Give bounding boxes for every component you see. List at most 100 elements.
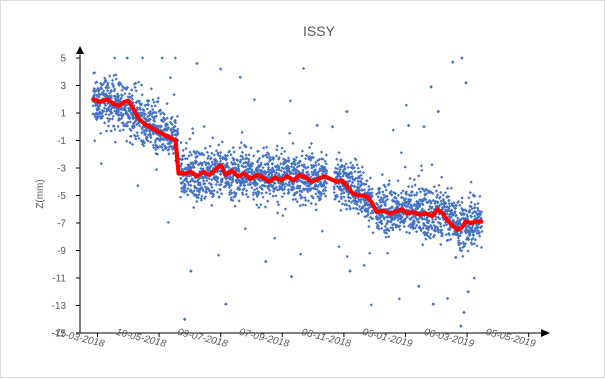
scatter-point [418,210,422,214]
scatter-point [417,174,421,178]
scatter-point [444,201,448,205]
scatter-point [387,182,391,186]
scatter-point [287,180,291,184]
scatter-point [409,193,414,197]
scatter-point [195,189,199,193]
scatter-point [456,200,460,204]
scatter-point [105,129,109,133]
scatter-point [407,197,411,201]
scatter-point [399,191,403,195]
scatter-point [298,189,302,193]
scatter-point [309,142,313,146]
scatter-point [272,156,276,160]
scatter-point [335,184,339,188]
scatter-point [386,215,390,219]
scatter-point [218,156,222,161]
scatter-point [412,220,416,224]
scatter-point [225,164,229,168]
scatter-point [320,157,324,161]
scatter-point [390,215,394,219]
scatter-point [350,174,354,179]
scatter-point [400,219,404,223]
scatter-point [99,131,103,135]
scatter-point [231,177,235,181]
scatter-point [350,180,354,184]
scatter-point [264,153,268,157]
scatter-point [268,159,272,163]
scatter-point [368,215,372,219]
scatter-point [359,173,363,177]
scatter-point [324,153,328,157]
scatter-point [314,163,318,167]
scatter-point [212,153,216,157]
scatter-point [395,199,399,203]
scatter-point [422,231,426,235]
scatter-point [379,203,383,208]
scatter-point [203,185,207,189]
scatter-point [317,162,321,166]
scatter-point [374,221,379,225]
scatter-point [383,185,387,189]
scatter-point [359,200,363,204]
scatter-point [180,162,184,166]
scatter-point [463,242,467,246]
scatter-point [293,193,297,197]
scatter-point [436,228,441,232]
scatter-point [361,171,365,175]
scatter-point [355,163,359,167]
scatter-point [242,165,246,169]
scatter-point [258,185,262,189]
scatter-point [207,154,211,158]
scatter-point [310,170,314,174]
scatter-point [216,180,220,184]
scatter-point [219,150,223,155]
scatter-point [393,214,397,218]
scatter-point [205,179,209,183]
scatter-point [416,206,420,210]
y-axis-title: Z(mm) [35,179,46,208]
scatter-point [207,189,212,193]
scatter-point [425,233,429,238]
scatter-point [173,56,177,60]
scatter-point-outlier [348,269,352,273]
scatter-point [447,208,451,213]
scatter-point [209,183,214,187]
scatter-point [394,196,398,200]
scatter-point [351,177,355,181]
scatter-point [163,137,167,141]
scatter-point [435,204,439,208]
scatter-point-outlier [464,81,468,85]
scatter-point [396,193,400,197]
scatter-point [429,223,433,227]
scatter-point [154,148,158,152]
scatter-point [304,157,308,161]
scatter-point [429,232,433,236]
scatter-point [323,159,327,163]
scatter-point [346,195,350,199]
scatter-point [227,149,232,153]
y-tick-label: -3 [57,164,66,175]
scatter-point [427,219,431,223]
scatter-point [349,200,354,204]
scatter-point [355,185,359,189]
scatter-point [255,166,259,170]
scatter-point [395,223,399,228]
scatter-point [261,166,265,170]
scatter-point [458,234,462,238]
scatter-point [198,181,202,185]
scatter-point [409,225,413,230]
scatter-point [333,196,337,201]
scatter-point [217,195,221,199]
scatter-point [123,92,127,96]
scatter-point [117,94,121,98]
scatter-point [166,126,170,130]
scatter-point [98,112,102,116]
scatter-point [417,205,422,209]
scatter-point [459,218,463,222]
scatter-point [470,228,474,232]
scatter-point [229,183,233,187]
scatter-point [402,218,406,222]
x-tick-label: 07-09-2018 [238,327,291,350]
scatter-point [295,190,299,194]
scatter-point [287,191,291,195]
